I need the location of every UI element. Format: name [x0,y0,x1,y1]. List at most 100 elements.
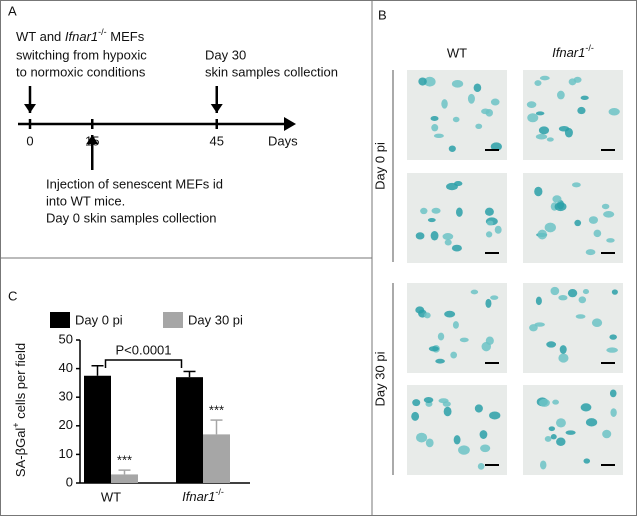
annotation: P<0.0001 [115,342,171,357]
stained-cell [477,462,485,470]
panel-label: C [8,288,17,303]
stained-cell [609,389,617,398]
stained-cell [552,195,562,203]
stained-cell [591,318,603,328]
stained-cell [546,137,554,142]
text: SA-βGal [13,428,28,477]
stained-cell [490,295,499,300]
stained-cell [452,116,460,123]
y-tick-label: 40 [59,360,73,375]
stained-cell [534,186,543,197]
stained-cell [430,116,439,121]
note: skin samples collection [205,64,338,79]
note: switching from hypoxic [16,47,147,62]
bar [84,375,111,483]
stained-cell [608,108,620,116]
stained-cell [606,238,615,243]
stained-cell [430,231,439,241]
stained-cell [485,298,492,308]
stained-cell [451,80,464,88]
stained-cell [458,445,470,455]
stained-cell [467,93,475,104]
stained-cell [490,98,500,106]
stained-cell [548,426,556,432]
stained-cell [450,351,457,359]
stained-cell [568,78,577,86]
legend-label: Day 0 pi [75,312,123,327]
bar [176,377,203,483]
stained-cell [442,233,454,241]
stained-cell [441,99,448,109]
row-label: Day 0 pi [372,142,387,190]
stained-cell [527,113,539,123]
stained-cell [552,399,559,405]
arrow-head [210,104,223,113]
stained-cell [585,418,598,427]
stained-cell [550,434,557,440]
arrow-head [24,104,36,113]
stained-cell [534,80,542,86]
stained-cell [535,133,548,140]
stained-cell [529,324,538,332]
note: Day 30 [205,47,246,62]
stained-cell [415,232,425,240]
legend-label: Day 30 pi [188,312,243,327]
gene-name: Ifnar1 [552,45,585,60]
stained-cell [534,322,545,327]
stained-cell [601,203,610,210]
stained-cell [484,207,494,216]
stained-cell [431,124,439,132]
micrograph [407,385,507,475]
stained-cell [606,347,618,353]
label: WT [101,489,121,504]
stained-cell [539,460,547,470]
significance: *** [209,403,224,418]
stained-cell [433,133,444,139]
stained-cell [580,95,589,101]
stained-cell [567,289,578,298]
stained-cell [480,444,491,453]
legend-swatch [163,312,183,328]
stained-cell [558,294,568,301]
stained-cell [537,229,548,240]
stained-cell [550,286,560,296]
stained-cell [489,411,501,420]
superscript: -/- [215,487,224,497]
stained-cell [415,306,425,314]
stained-cell [459,337,469,343]
stained-cell [470,289,479,295]
stained-cell [538,126,550,135]
stained-cell [490,142,502,151]
stained-cell [554,202,567,212]
stained-cell [603,210,615,218]
note: into WT mice. [46,193,125,208]
y-axis-label: SA-βGal+ cells per field [11,343,28,477]
significance: *** [117,453,132,468]
stained-cell [443,406,452,417]
y-tick-label: 30 [59,389,73,404]
stained-cell [544,435,552,442]
stained-cell [578,296,587,304]
stained-cell [556,90,565,100]
stained-cell [485,336,494,345]
stained-cell [575,314,586,319]
bar [111,474,138,483]
stained-cell [475,123,483,129]
stained-cell [574,219,582,227]
stained-cell [454,181,463,187]
legend-swatch [50,312,70,328]
stained-cell [610,408,617,417]
stained-cell [438,398,449,404]
stained-cell [420,207,428,215]
stained-cell [444,310,456,318]
micrograph [523,173,623,263]
y-tick-label: 20 [59,417,73,432]
text: MEFs [107,29,145,44]
note: Injection of senescent MEFs id [46,176,223,191]
stained-cell [611,289,618,295]
stained-cell [577,106,586,115]
stained-cell [582,289,590,295]
row-label: Day 30 pi [372,351,387,406]
stained-cell [588,216,599,224]
stained-cell [428,346,439,352]
